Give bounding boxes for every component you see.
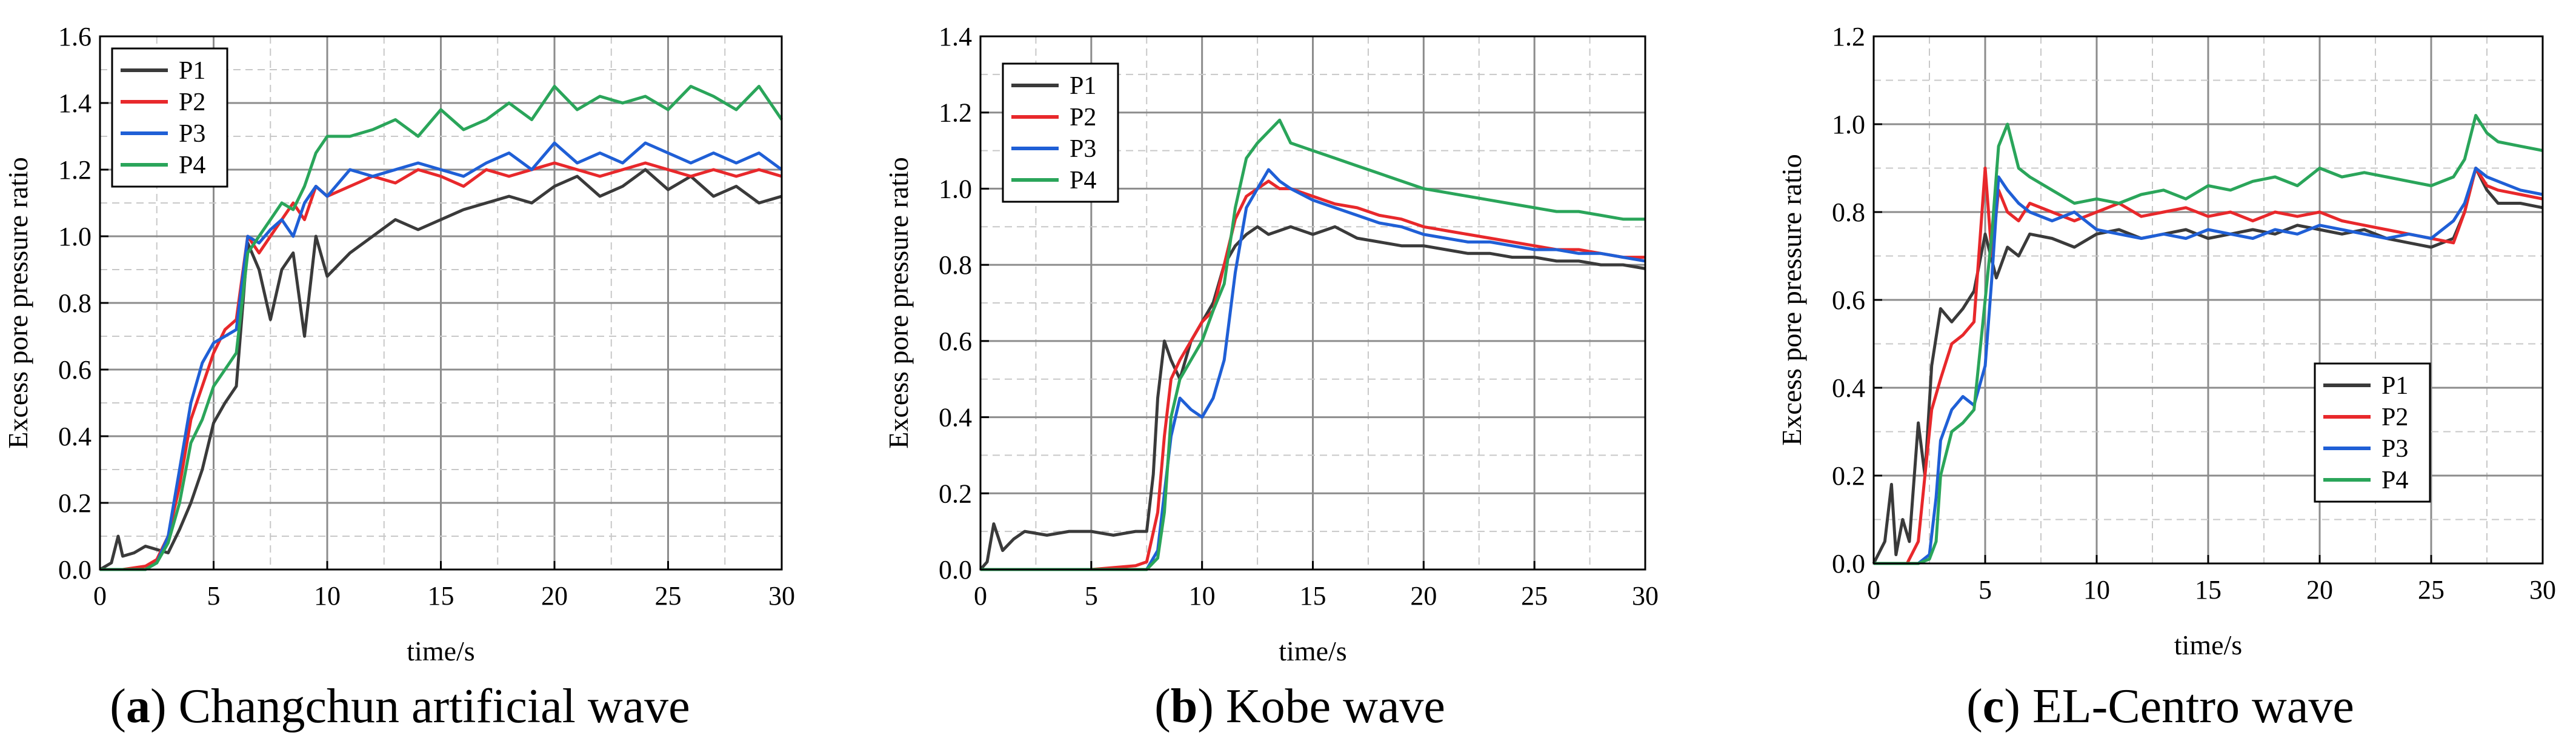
y-tick-label: 1.0 <box>939 174 972 204</box>
x-axis-label-c: time/s <box>2174 629 2242 660</box>
x-tick-label: 15 <box>2195 575 2222 605</box>
x-tick-label: 30 <box>1632 581 1659 611</box>
y-tick-label: 0.6 <box>1832 285 1865 315</box>
series-group-c <box>1872 114 2543 565</box>
ticks-b: 0 5 10 15 20 25 30 0.0 0.2 0.4 0.6 0.8 1.0 1.2 1.4 <box>939 22 1659 611</box>
caption-b: (b) Kobe wave <box>1154 680 1445 733</box>
series-line-p4-c <box>1874 114 2543 565</box>
panel-c: 0 5 10 15 20 25 30 0.0 0.2 0.4 0.6 0.8 1.0 1.2 time/s… <box>1776 22 2556 733</box>
series-line-p3-a <box>100 141 783 571</box>
panel-b: 0 5 10 15 20 25 30 0.0 0.2 0.4 0.6 0.8 1.0 1.2 1.4 tim… <box>883 22 1659 733</box>
x-tick-label: 20 <box>1410 581 1437 611</box>
x-axis-label-b: time/s <box>1279 636 1346 666</box>
legend-label-p4: P4 <box>179 151 205 179</box>
series-line-p1-a <box>99 168 782 571</box>
legend-a: P1 P2 P3 P4 <box>111 47 228 188</box>
x-tick-label: 10 <box>1189 581 1216 611</box>
series-line-p2-b <box>980 179 1645 571</box>
legend-c: P1 P2 P3 P4 <box>2314 362 2431 503</box>
y-tick-label: 0.2 <box>1832 461 1865 491</box>
legend-label-p2: P2 <box>179 88 205 116</box>
x-tick-label: 20 <box>541 581 568 611</box>
ticks-c: 0 5 10 15 20 25 30 0.0 0.2 0.4 0.6 0.8 1.0 1.2 <box>1832 22 2556 605</box>
y-axis-label-c: Excess pore pressure ratio <box>1776 154 1807 446</box>
y-tick-label: 0.8 <box>939 250 972 280</box>
y-tick-label: 0.8 <box>58 288 92 318</box>
x-tick-label: 15 <box>428 581 454 611</box>
legend-label-p1: P1 <box>2381 372 2408 400</box>
legend-label-p3: P3 <box>2381 435 2408 463</box>
legend-label-p3: P3 <box>1070 135 1096 163</box>
ticks-a: 0 5 10 15 20 25 30 0.0 0.2 0.4 0.6 0.8 1.0 1.2 1.4 1.6 <box>58 22 795 611</box>
series-line-p4-a <box>100 85 784 571</box>
series-line-p2-c <box>1874 167 2543 565</box>
grid-b <box>980 36 1645 570</box>
y-axis-label-a: Excess pore pressure ratio <box>2 157 33 449</box>
x-tick-label: 30 <box>2529 575 2556 605</box>
y-tick-label: 1.6 <box>58 22 92 51</box>
x-tick-label: 5 <box>1085 581 1098 611</box>
x-axis-label-a: time/s <box>407 636 474 666</box>
legend-label-p1: P1 <box>179 57 205 85</box>
legend-label-p3: P3 <box>179 120 205 148</box>
y-axis-label-b: Excess pore pressure ratio <box>883 157 914 449</box>
y-tick-label: 0.6 <box>58 355 92 385</box>
x-tick-label: 20 <box>2306 575 2333 605</box>
x-tick-label: 15 <box>1300 581 1326 611</box>
series-group-b <box>979 118 1646 571</box>
legend-label-p2: P2 <box>2381 404 2408 431</box>
x-tick-label: 25 <box>655 581 682 611</box>
y-tick-label: 1.4 <box>58 88 92 118</box>
y-tick-label: 1.4 <box>939 22 972 51</box>
legend-label-p2: P2 <box>1070 104 1096 131</box>
y-tick-label: 0.4 <box>939 403 972 433</box>
x-tick-label: 5 <box>207 581 221 611</box>
caption-a: (a) Changchun artificial wave <box>110 680 690 733</box>
y-tick-label: 0.0 <box>939 555 972 585</box>
series-group-a <box>99 85 784 571</box>
legend-label-p4: P4 <box>2381 467 2408 494</box>
legend-label-p1: P1 <box>1070 72 1096 100</box>
y-tick-label: 0.8 <box>1832 198 1865 227</box>
y-tick-label: 1.2 <box>939 98 972 128</box>
y-tick-label: 1.2 <box>1832 22 1865 51</box>
y-tick-label: 0.6 <box>939 327 972 356</box>
caption-c: (c) EL-Centro wave <box>1966 680 2354 733</box>
x-tick-label: 0 <box>974 581 987 611</box>
series-line-p2-a <box>100 161 782 571</box>
series-line-p3-c <box>1874 167 2543 565</box>
y-tick-label: 1.2 <box>58 155 92 185</box>
y-tick-label: 0.2 <box>939 479 972 508</box>
y-tick-label: 0.2 <box>58 488 92 518</box>
x-tick-label: 25 <box>2418 575 2445 605</box>
legend-label-p4: P4 <box>1070 167 1096 194</box>
y-tick-label: 0.0 <box>1832 549 1865 579</box>
y-tick-label: 0.4 <box>58 422 92 451</box>
y-tick-label: 1.0 <box>58 222 92 251</box>
grid-c <box>1874 36 2543 563</box>
x-tick-label: 10 <box>314 581 341 611</box>
x-tick-label: 30 <box>768 581 795 611</box>
y-tick-label: 0.0 <box>58 555 92 585</box>
grid-a <box>100 36 782 570</box>
x-tick-label: 25 <box>1521 581 1548 611</box>
y-tick-label: 0.4 <box>1832 373 1865 403</box>
x-tick-label: 10 <box>2083 575 2110 605</box>
x-tick-label: 0 <box>1867 575 1880 605</box>
x-tick-label: 5 <box>1979 575 1992 605</box>
y-tick-label: 1.0 <box>1832 110 1865 139</box>
panel-a: 0 5 10 15 20 25 300.00.20.40.60.81.01.21.41.6 … <box>2 22 795 733</box>
legend-b: P1 P2 P3 P4 <box>1002 62 1119 203</box>
series-line-p4-b <box>980 118 1645 571</box>
x-tick-label: 0 <box>93 581 107 611</box>
